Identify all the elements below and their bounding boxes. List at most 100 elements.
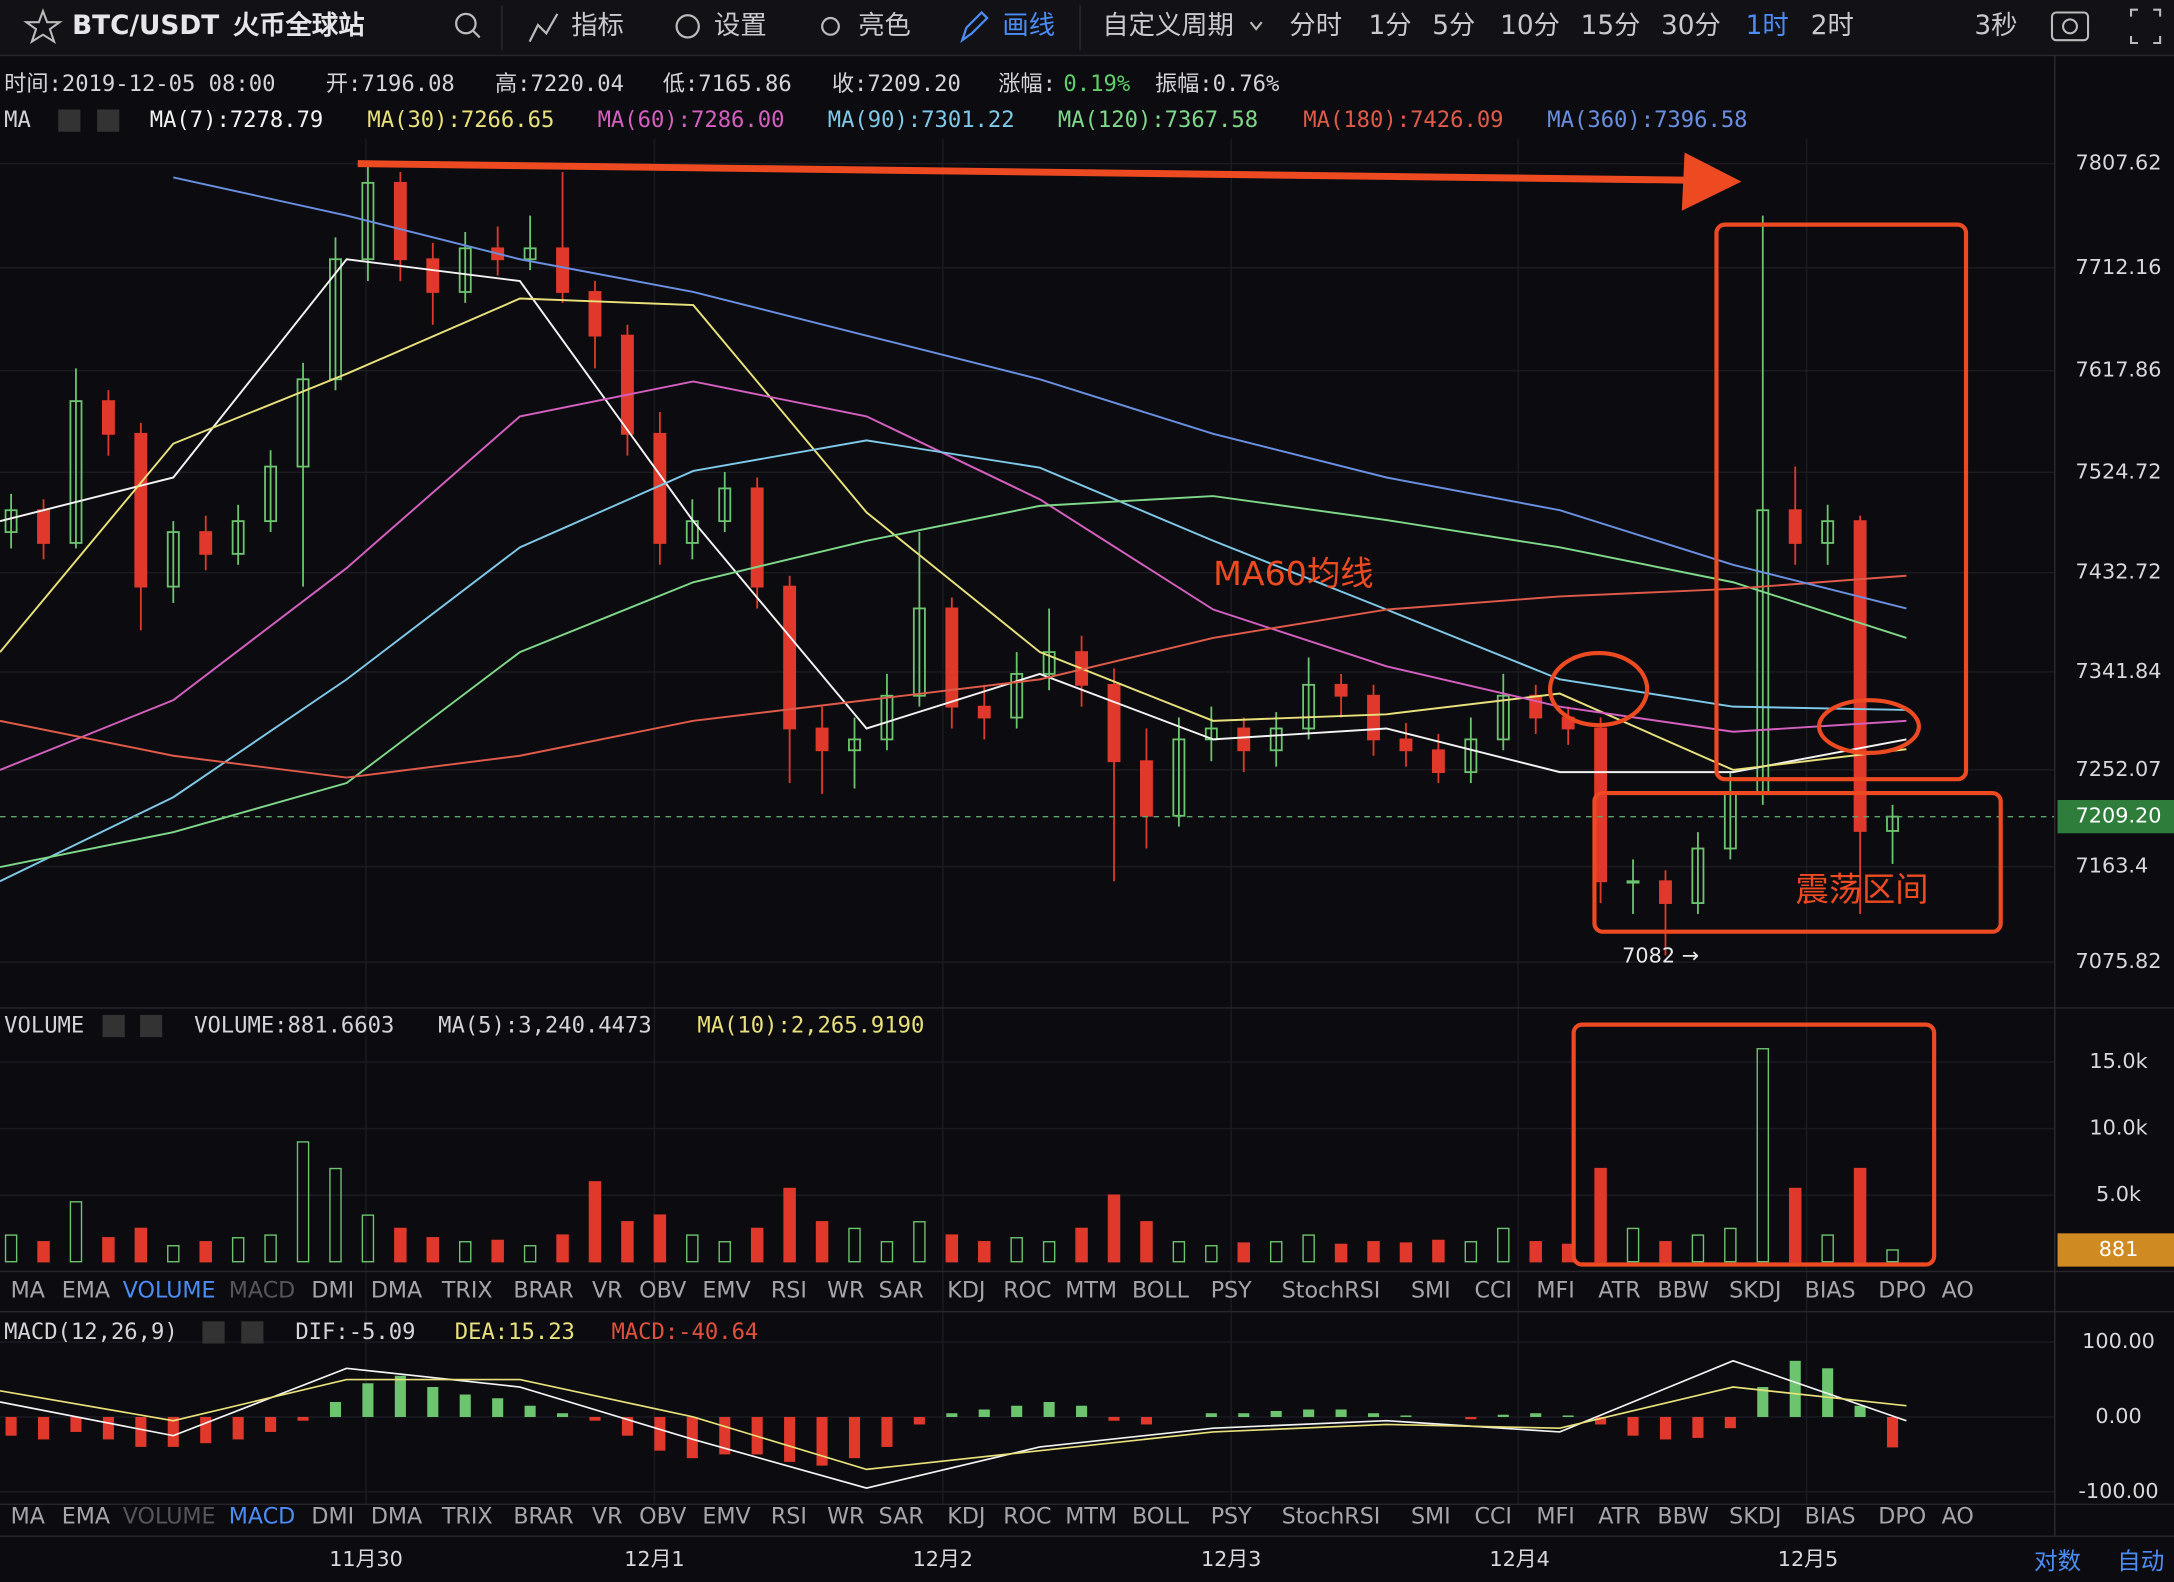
indicator-tab[interactable]: VOLUME — [123, 1277, 216, 1303]
indicator-tab[interactable]: SKDJ — [1729, 1503, 1781, 1529]
indicator-tab[interactable]: OBV — [639, 1277, 686, 1303]
indicator-tab[interactable]: AO — [1942, 1277, 1974, 1303]
tool[interactable]: 设置 — [714, 11, 767, 41]
indicator-tab[interactable]: ATR — [1598, 1503, 1640, 1529]
indicator-tab[interactable]: WR — [827, 1503, 864, 1529]
indicator-tab[interactable]: MACD — [229, 1277, 295, 1303]
favorite-icon[interactable] — [23, 8, 63, 45]
indicator-tab[interactable]: BRAR — [513, 1277, 573, 1303]
candle-body — [848, 738, 861, 752]
indicator-tab[interactable]: CCI — [1474, 1277, 1512, 1303]
settings-icon[interactable] — [102, 1014, 125, 1038]
indicator-tab[interactable]: RSI — [771, 1277, 807, 1303]
indicator-tab[interactable]: KDJ — [947, 1503, 985, 1529]
macd-bar — [492, 1398, 504, 1417]
close-icon[interactable] — [97, 109, 120, 132]
period[interactable]: 30分 — [1661, 11, 1721, 41]
indicator-tab[interactable]: BBW — [1657, 1503, 1709, 1529]
period[interactable]: 2时 — [1811, 11, 1854, 41]
settings-icon[interactable] — [202, 1321, 225, 1344]
candle-body — [718, 487, 732, 523]
indicator-tab[interactable]: CCI — [1474, 1503, 1512, 1529]
macd-bar — [5, 1416, 17, 1436]
indicator-tab[interactable]: SMI — [1411, 1503, 1451, 1529]
scale-mode[interactable]: 自动 — [2117, 1547, 2164, 1575]
refresh[interactable]: 3秒 — [1974, 11, 2017, 41]
indicator-tab[interactable]: TRIX — [441, 1503, 493, 1529]
indicator-tab[interactable]: SAR — [879, 1277, 924, 1303]
indicator-tab[interactable]: MTM — [1065, 1503, 1117, 1529]
tool[interactable]: 指标 — [571, 11, 624, 41]
period-active[interactable]: 1时 — [1746, 11, 1789, 41]
indicator-tab[interactable]: BIAS — [1805, 1277, 1856, 1303]
indicator-tab[interactable]: KDJ — [947, 1277, 985, 1303]
tool[interactable]: 亮色 — [858, 11, 911, 41]
indicator-tab[interactable]: ATR — [1598, 1277, 1640, 1303]
indicator-tab[interactable]: VOLUME — [123, 1503, 216, 1529]
macd-bar — [1238, 1413, 1250, 1417]
close-icon[interactable] — [241, 1321, 264, 1344]
indicator-tab[interactable]: AO — [1942, 1503, 1974, 1529]
ma-legend: MA(60):7286.00 — [598, 107, 785, 133]
info-low: 低:7165.86 — [663, 71, 792, 97]
indicator-tab[interactable]: SAR — [879, 1503, 924, 1529]
indicator-tab[interactable]: BIAS — [1805, 1503, 1856, 1529]
indicator-tab[interactable]: DPO — [1878, 1277, 1926, 1303]
indicator-tab[interactable]: StochRSI — [1282, 1503, 1381, 1529]
indicator-tab[interactable]: TRIX — [441, 1277, 493, 1303]
indicator-tab[interactable]: WR — [827, 1277, 864, 1303]
period[interactable]: 5分 — [1432, 11, 1475, 41]
candle-body — [264, 465, 278, 523]
indicator-tab[interactable]: DMA — [371, 1503, 422, 1529]
indicator-tab[interactable]: MFI — [1536, 1277, 1574, 1303]
indicator-tab[interactable]: DPO — [1878, 1503, 1926, 1529]
scale-mode[interactable]: 对数 — [2034, 1547, 2081, 1575]
close-icon[interactable] — [140, 1014, 163, 1038]
indicator-tab[interactable]: ROC — [1003, 1277, 1051, 1303]
indicator-tab[interactable]: BBW — [1657, 1277, 1709, 1303]
volume-bar — [945, 1234, 959, 1263]
period[interactable]: 1分 — [1368, 11, 1411, 41]
indicator-tab[interactable]: VR — [592, 1277, 623, 1303]
indicator-tab[interactable]: ROC — [1003, 1503, 1051, 1529]
y-tick-label: 7432.72 — [2076, 560, 2162, 584]
macd-bar — [1886, 1416, 1899, 1448]
indicator-tab[interactable]: EMA — [62, 1503, 110, 1529]
tool-active[interactable]: 画线 — [1002, 11, 1055, 41]
volume-bar — [69, 1201, 83, 1263]
indicator-tab[interactable]: MA — [11, 1277, 45, 1303]
indicator-tab[interactable]: MFI — [1536, 1503, 1574, 1529]
indicator-tab[interactable]: EMA — [62, 1277, 110, 1303]
indicator-tab[interactable]: PSY — [1211, 1503, 1252, 1529]
period[interactable]: 10分 — [1500, 11, 1560, 41]
candle-body — [1431, 749, 1445, 774]
search-icon[interactable] — [455, 12, 477, 35]
indicator-tab[interactable]: SMI — [1411, 1277, 1451, 1303]
settings-icon[interactable] — [58, 109, 81, 132]
indicator-tab[interactable]: BOLL — [1132, 1503, 1190, 1529]
period[interactable]: 15分 — [1581, 11, 1641, 41]
fullscreen-icon[interactable] — [2129, 8, 2162, 45]
indicator-tab[interactable]: EMV — [702, 1503, 750, 1529]
volume-bar — [1691, 1234, 1705, 1263]
indicator-tab[interactable]: StochRSI — [1282, 1277, 1381, 1303]
indicator-tab[interactable]: EMV — [702, 1277, 750, 1303]
indicator-tab[interactable]: MA — [11, 1503, 45, 1529]
period[interactable]: 分时 — [1289, 11, 1342, 41]
indicator-tab[interactable]: DMI — [311, 1277, 354, 1303]
indicator-tab[interactable]: OBV — [639, 1503, 686, 1529]
period[interactable]: 自定义周期 — [1102, 11, 1234, 41]
indicator-tab[interactable]: MACD — [229, 1503, 295, 1529]
indicator-tab[interactable]: BOLL — [1132, 1277, 1190, 1303]
indicator-tab[interactable]: DMI — [311, 1503, 354, 1529]
indicator-tab[interactable]: VR — [592, 1503, 623, 1529]
candle-body — [1788, 509, 1802, 544]
indicator-tab[interactable]: RSI — [771, 1503, 807, 1529]
volume-bar — [653, 1214, 667, 1263]
indicator-tab[interactable]: MTM — [1065, 1277, 1117, 1303]
indicator-tab[interactable]: DMA — [371, 1277, 422, 1303]
camera-icon[interactable] — [2050, 11, 2090, 42]
indicator-tab[interactable]: PSY — [1211, 1277, 1252, 1303]
indicator-tab[interactable]: BRAR — [513, 1503, 573, 1529]
indicator-tab[interactable]: SKDJ — [1729, 1277, 1781, 1303]
